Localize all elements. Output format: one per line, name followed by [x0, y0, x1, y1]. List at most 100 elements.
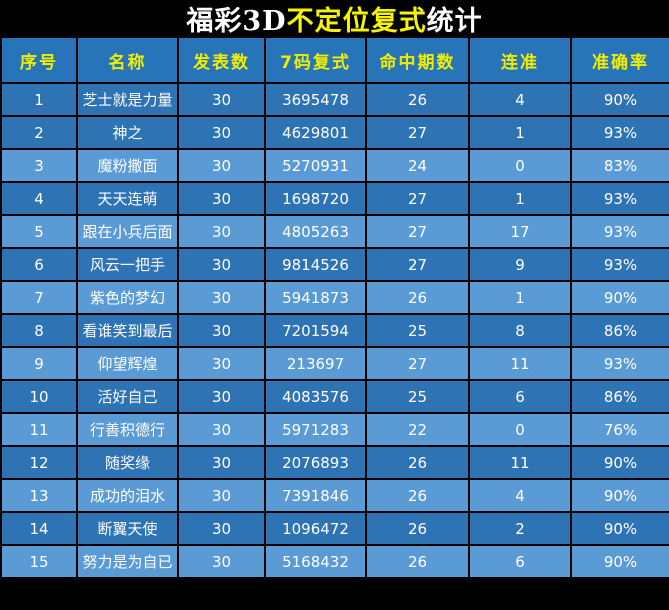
table-row: 10 活好自己 30 4083576 25 6 86% [0, 379, 669, 414]
table-row: 7 紫色的梦幻 30 5941873 26 1 90% [0, 280, 669, 315]
cell-streak: 0 [468, 148, 572, 183]
cell-accuracy: 90% [570, 280, 669, 315]
cell-name: 成功的泪水 [76, 478, 179, 513]
cell-streak: 4 [468, 478, 572, 513]
table-body: 1 芝士就是力量 30 3695478 26 4 90% 2 神之 30 4629801 27 1 93%… [0, 82, 669, 579]
cell-compound: 5941873 [264, 280, 367, 315]
cell-published: 30 [177, 181, 266, 216]
cell-serial: 10 [0, 379, 78, 414]
header-compound: 7码复式 [264, 36, 367, 84]
header-hits: 命中期数 [365, 36, 470, 84]
cell-compound: 4083576 [264, 379, 367, 414]
cell-published: 30 [177, 82, 266, 117]
table-row: 1 芝士就是力量 30 3695478 26 4 90% [0, 82, 669, 117]
cell-streak: 17 [468, 214, 572, 249]
cell-serial: 2 [0, 115, 78, 150]
cell-compound: 3695478 [264, 82, 367, 117]
cell-compound: 5168432 [264, 544, 367, 579]
cell-name: 行善积德行 [76, 412, 179, 447]
cell-serial: 9 [0, 346, 78, 381]
header-accuracy: 准确率 [570, 36, 669, 84]
cell-hits: 22 [365, 412, 470, 447]
cell-serial: 15 [0, 544, 78, 579]
cell-accuracy: 90% [570, 544, 669, 579]
table-row: 15 努力是为自已 30 5168432 26 6 90% [0, 544, 669, 579]
cell-accuracy: 93% [570, 115, 669, 150]
cell-accuracy: 93% [570, 346, 669, 381]
cell-published: 30 [177, 412, 266, 447]
cell-hits: 26 [365, 544, 470, 579]
page-title-suffix: 统计 [426, 5, 483, 37]
cell-streak: 1 [468, 181, 572, 216]
table-row: 11 行善积德行 30 5971283 22 0 76% [0, 412, 669, 447]
cell-serial: 14 [0, 511, 78, 546]
cell-serial: 6 [0, 247, 78, 282]
table-row: 3 魔粉撒面 30 5270931 24 0 83% [0, 148, 669, 183]
cell-hits: 27 [365, 181, 470, 216]
cell-compound: 4805263 [264, 214, 367, 249]
cell-hits: 26 [365, 82, 470, 117]
cell-published: 30 [177, 214, 266, 249]
cell-streak: 11 [468, 346, 572, 381]
cell-published: 30 [177, 280, 266, 315]
cell-published: 30 [177, 148, 266, 183]
page-title-highlight: 不定位复式 [286, 5, 427, 37]
cell-accuracy: 90% [570, 82, 669, 117]
cell-streak: 9 [468, 247, 572, 282]
table-row: 4 天天连萌 30 1698720 27 1 93% [0, 181, 669, 216]
cell-hits: 26 [365, 280, 470, 315]
cell-name: 断翼天使 [76, 511, 179, 546]
cell-hits: 27 [365, 214, 470, 249]
table-row: 5 跟在小兵后面 30 4805263 27 17 93% [0, 214, 669, 249]
cell-compound: 5270931 [264, 148, 367, 183]
cell-hits: 27 [365, 115, 470, 150]
cell-compound: 7201594 [264, 313, 367, 348]
stats-table: 序号 名称 发表数 7码复式 命中期数 连准 准确率 1 芝士就是力量 30 3695… [0, 36, 669, 579]
cell-published: 30 [177, 379, 266, 414]
cell-hits: 27 [365, 247, 470, 282]
cell-streak: 11 [468, 445, 572, 480]
cell-published: 30 [177, 313, 266, 348]
cell-hits: 26 [365, 478, 470, 513]
cell-accuracy: 86% [570, 379, 669, 414]
header-published: 发表数 [177, 36, 266, 84]
cell-streak: 0 [468, 412, 572, 447]
cell-name: 魔粉撒面 [76, 148, 179, 183]
cell-accuracy: 90% [570, 445, 669, 480]
header-streak: 连准 [468, 36, 572, 84]
cell-streak: 6 [468, 379, 572, 414]
cell-serial: 13 [0, 478, 78, 513]
cell-streak: 8 [468, 313, 572, 348]
table-row: 14 断翼天使 30 1096472 26 2 90% [0, 511, 669, 546]
cell-name: 努力是为自已 [76, 544, 179, 579]
cell-name: 天天连萌 [76, 181, 179, 216]
cell-streak: 4 [468, 82, 572, 117]
cell-accuracy: 93% [570, 181, 669, 216]
cell-hits: 25 [365, 313, 470, 348]
cell-published: 30 [177, 478, 266, 513]
cell-compound: 4629801 [264, 115, 367, 150]
cell-hits: 25 [365, 379, 470, 414]
cell-name: 风云一把手 [76, 247, 179, 282]
cell-published: 30 [177, 544, 266, 579]
table-row: 9 仰望辉煌 30 213697 27 11 93% [0, 346, 669, 381]
cell-published: 30 [177, 511, 266, 546]
cell-streak: 6 [468, 544, 572, 579]
cell-accuracy: 93% [570, 247, 669, 282]
cell-hits: 27 [365, 346, 470, 381]
cell-name: 芝士就是力量 [76, 82, 179, 117]
cell-published: 30 [177, 445, 266, 480]
cell-serial: 11 [0, 412, 78, 447]
cell-serial: 8 [0, 313, 78, 348]
cell-compound: 1096472 [264, 511, 367, 546]
cell-serial: 5 [0, 214, 78, 249]
header-serial: 序号 [0, 36, 78, 84]
cell-compound: 5971283 [264, 412, 367, 447]
cell-compound: 2076893 [264, 445, 367, 480]
cell-serial: 4 [0, 181, 78, 216]
cell-serial: 1 [0, 82, 78, 117]
cell-streak: 1 [468, 280, 572, 315]
cell-name: 跟在小兵后面 [76, 214, 179, 249]
table-row: 8 看谁笑到最后 30 7201594 25 8 86% [0, 313, 669, 348]
